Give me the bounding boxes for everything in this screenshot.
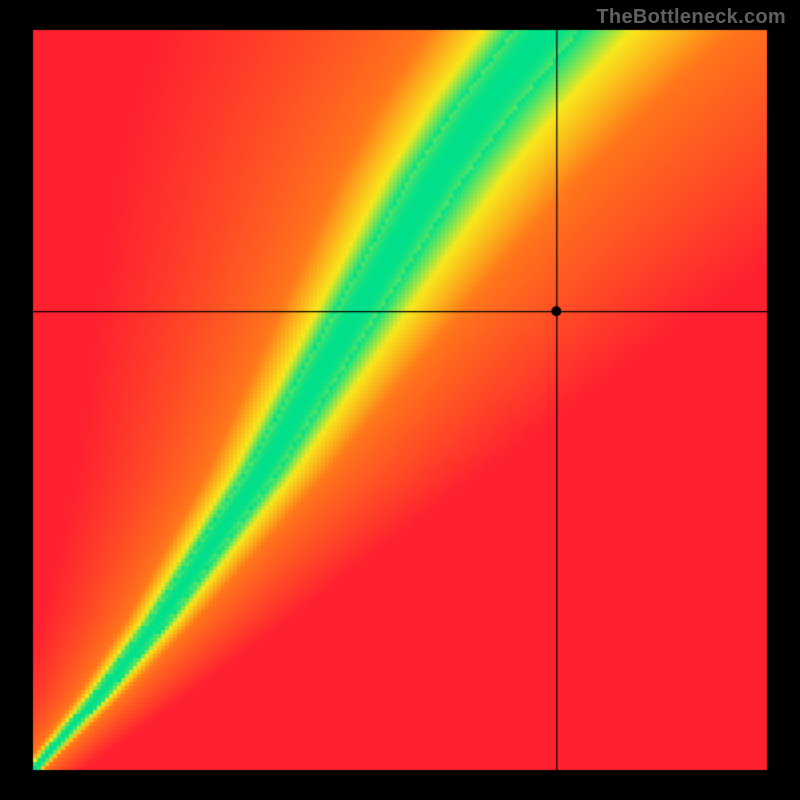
watermark-label: TheBottleneck.com [596,6,786,29]
chart-container: TheBottleneck.com [0,0,800,800]
heatmap-canvas [0,0,800,800]
